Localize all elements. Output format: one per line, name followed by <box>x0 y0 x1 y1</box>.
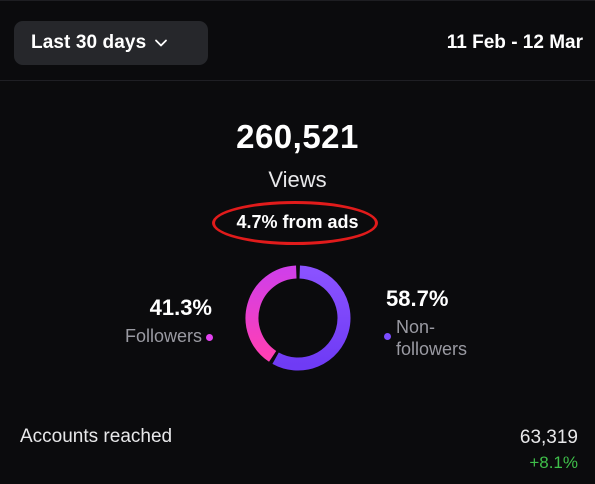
header-divider <box>0 80 595 81</box>
followers-label: Followers <box>124 326 202 346</box>
date-range-dropdown[interactable]: Last 30 days <box>14 21 208 65</box>
top-divider <box>0 0 595 1</box>
date-range-dropdown-label: Last 30 days <box>31 32 147 53</box>
chevron-down-icon <box>154 36 168 50</box>
followers-percent: 41.3% <box>149 295 212 320</box>
followers-legend-dot <box>206 334 213 341</box>
accounts-reached-label: Accounts reached <box>20 426 173 447</box>
date-range-text: 11 Feb - 12 Mar <box>446 32 583 53</box>
non-followers-legend: Non-followers <box>384 316 496 360</box>
followers-donut-chart <box>245 265 351 371</box>
followers-legend: Followers <box>125 326 213 347</box>
views-label: Views <box>268 167 327 192</box>
donut-segment-non-followers <box>272 265 351 371</box>
accounts-reached-change: +8.1% <box>529 453 578 472</box>
donut-segment-followers <box>245 265 297 362</box>
views-count: 260,521 <box>236 118 359 155</box>
red-annotation-circle <box>212 201 378 245</box>
accounts-reached-value: 63,319 <box>519 427 578 448</box>
non-followers-label: Non-followers <box>396 317 468 359</box>
non-followers-legend-dot <box>384 333 391 340</box>
non-followers-percent: 58.7% <box>386 286 449 311</box>
